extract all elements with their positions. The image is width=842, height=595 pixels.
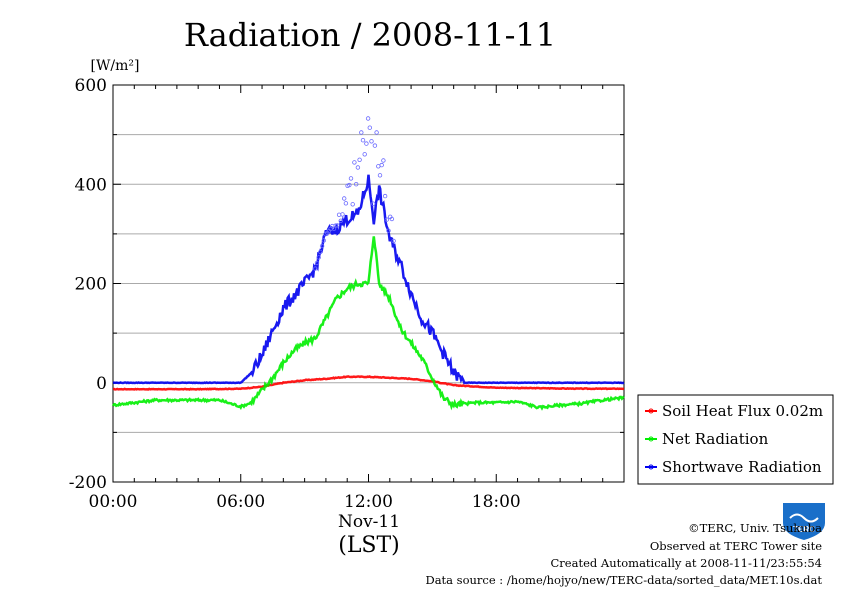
- shortwave-point: [333, 223, 338, 228]
- shortwave-point: [359, 130, 364, 135]
- y-tick-label: 0: [96, 374, 107, 394]
- shortwave-point: [369, 139, 374, 144]
- shortwave-point: [340, 212, 345, 217]
- shortwave-point: [352, 160, 357, 165]
- shortwave-point: [331, 226, 337, 231]
- credit-source: Data source : /home/hojyo/new/TERC-data/…: [425, 573, 822, 587]
- shortwave-point: [362, 152, 367, 157]
- logo-wave-icon: [789, 513, 819, 523]
- y-tick-labels: 600 400 200 0 -200: [69, 76, 107, 493]
- shortwave-point: [355, 165, 361, 170]
- shortwave-point: [348, 176, 354, 181]
- legend-marker: [648, 436, 654, 442]
- credit-created: Created Automatically at 2008-11-11/23:5…: [550, 556, 823, 570]
- x-tick-labels: 00:00 06:00 12:00 18:00: [89, 492, 521, 512]
- terc-logo: TERC: [783, 503, 825, 540]
- shortwave-point: [342, 196, 347, 201]
- credit-copyright: ©TERC, Univ. Tsukuba: [688, 521, 822, 535]
- y-tick-label: 400: [75, 175, 107, 195]
- logo-shield-icon: [783, 503, 825, 540]
- shortwave-point: [372, 143, 378, 148]
- series-line-0: [113, 375, 625, 391]
- chart-title: Radiation / 2008-11-11: [184, 16, 556, 54]
- legend-label: Soil Heat Flux 0.02m: [662, 402, 823, 420]
- shortwave-point: [360, 137, 366, 143]
- plot-frame: [112, 84, 625, 483]
- shortwave-point: [354, 181, 359, 187]
- shortwave-point: [365, 116, 371, 121]
- series-line-1: [111, 236, 625, 411]
- shortwave-point: [391, 238, 396, 244]
- series-group: [111, 116, 625, 411]
- shortwave-point: [313, 266, 318, 271]
- shortwave-point: [382, 193, 388, 199]
- shortwave-point: [338, 218, 343, 223]
- shortwave-point: [386, 228, 391, 233]
- shortwave-point: [389, 216, 395, 222]
- shortwave-point: [314, 260, 320, 266]
- shortwave-point: [335, 223, 340, 228]
- x-axis-caption: (LST): [338, 533, 400, 558]
- legend-box: [637, 394, 834, 485]
- shortwave-point: [321, 238, 326, 243]
- shortwave-point: [371, 201, 376, 206]
- shortwave-point: [364, 141, 369, 146]
- shortwave-point: [374, 130, 379, 135]
- legend-marker: [648, 464, 654, 470]
- shortwave-point: [367, 125, 372, 130]
- logo-text: TERC: [793, 525, 815, 534]
- x-tick-label: 06:00: [216, 492, 265, 512]
- x-axis-date: Nov-11: [338, 512, 400, 532]
- shortwave-point: [381, 158, 386, 163]
- shortwave-point: [350, 202, 355, 207]
- y-tick-label: 600: [75, 76, 107, 96]
- shortwave-point: [384, 217, 389, 222]
- shortwave-point: [316, 255, 321, 260]
- shortwave-point: [357, 157, 362, 162]
- legend-label: Net Radiation: [662, 430, 769, 448]
- y-tick-label: 200: [75, 275, 107, 295]
- x-tick-label: 18:00: [472, 492, 521, 512]
- shortwave-point: [318, 249, 323, 255]
- shortwave-point: [343, 201, 349, 206]
- shortwave-point: [379, 162, 384, 168]
- x-tick-label: 00:00: [89, 492, 138, 512]
- y-axis-unit: [W/m²]: [91, 58, 140, 74]
- shortwave-point: [377, 173, 383, 178]
- series-line-2: [112, 174, 625, 385]
- legend-label: Shortwave Radiation: [662, 458, 822, 476]
- y-tick-label: -200: [69, 473, 107, 493]
- legend: Soil Heat Flux 0.02m Net Radiation Shortwa…: [637, 394, 834, 485]
- shortwave-point: [347, 182, 352, 188]
- shortwave-point: [319, 243, 325, 249]
- credit-observed: Observed at TERC Tower site: [649, 539, 822, 553]
- x-tick-label: 12:00: [344, 492, 393, 512]
- legend-marker: [648, 408, 654, 414]
